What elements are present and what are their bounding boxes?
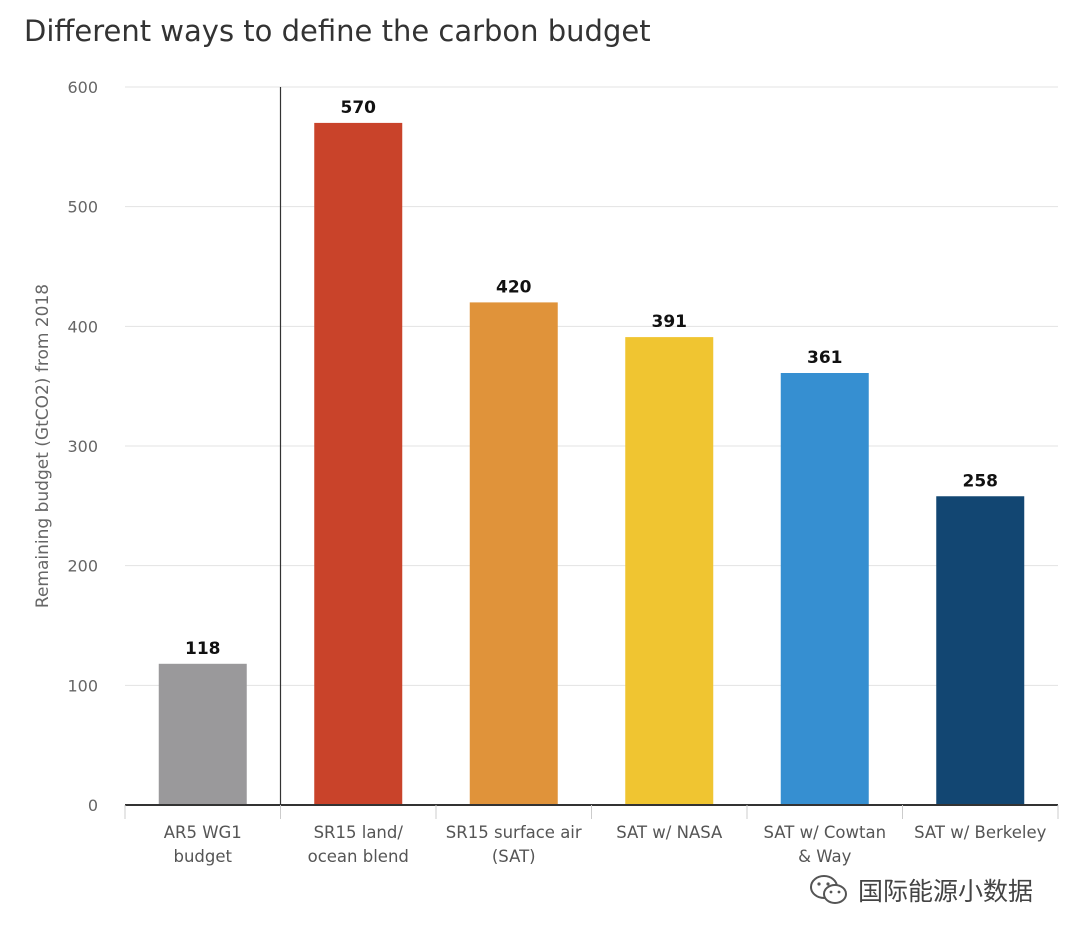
y-tick-label: 200	[67, 557, 98, 576]
data-labels: 118 570 420 391 361 258	[185, 98, 998, 659]
data-label: 118	[185, 639, 221, 659]
data-label: 570	[341, 98, 377, 118]
grid-lines	[125, 86, 1058, 686]
data-label: 258	[963, 471, 999, 491]
x-tick-label: SR15 land/	[314, 823, 404, 842]
y-tick-label: 300	[67, 437, 98, 456]
x-tick-label: SR15 surface air	[446, 823, 582, 842]
x-tick-label: SAT w/ Cowtan	[763, 823, 886, 842]
y-tick-label: 500	[67, 198, 98, 217]
wechat-icon	[810, 875, 847, 904]
x-tick-label: (SAT)	[492, 847, 536, 866]
data-label: 420	[496, 277, 532, 297]
bar	[780, 373, 869, 805]
bar	[469, 302, 558, 805]
y-tick-label: 600	[67, 78, 98, 97]
x-tick-label: SAT w/ NASA	[616, 823, 723, 842]
x-tick-label: AR5 WG1	[164, 823, 242, 842]
x-tick-label: budget	[174, 847, 233, 866]
y-tick-label: 400	[67, 317, 98, 336]
watermark: 国际能源小数据	[808, 872, 1033, 908]
bars	[158, 122, 1025, 805]
y-tick-label: 100	[67, 676, 98, 695]
x-tick-label: ocean blend	[308, 847, 409, 866]
data-label: 391	[652, 312, 688, 332]
axes: 0 100 200 300 400 500 600 AR5 WG1 budget SR15 lan…	[67, 78, 1059, 866]
x-tick-label: SAT w/ Berkeley	[914, 823, 1047, 842]
bar	[158, 663, 247, 805]
chart-title: Different ways to define the carbon budg…	[24, 14, 651, 48]
bar	[936, 496, 1025, 805]
watermark-text: 国际能源小数据	[858, 877, 1034, 906]
y-tick-label: 0	[88, 796, 98, 815]
y-axis-label: Remaining budget (GtCO2) from 2018	[33, 284, 53, 608]
data-label: 361	[807, 348, 843, 368]
bar	[314, 122, 403, 805]
x-tick-label: & Way	[798, 847, 851, 866]
bar	[625, 337, 714, 805]
